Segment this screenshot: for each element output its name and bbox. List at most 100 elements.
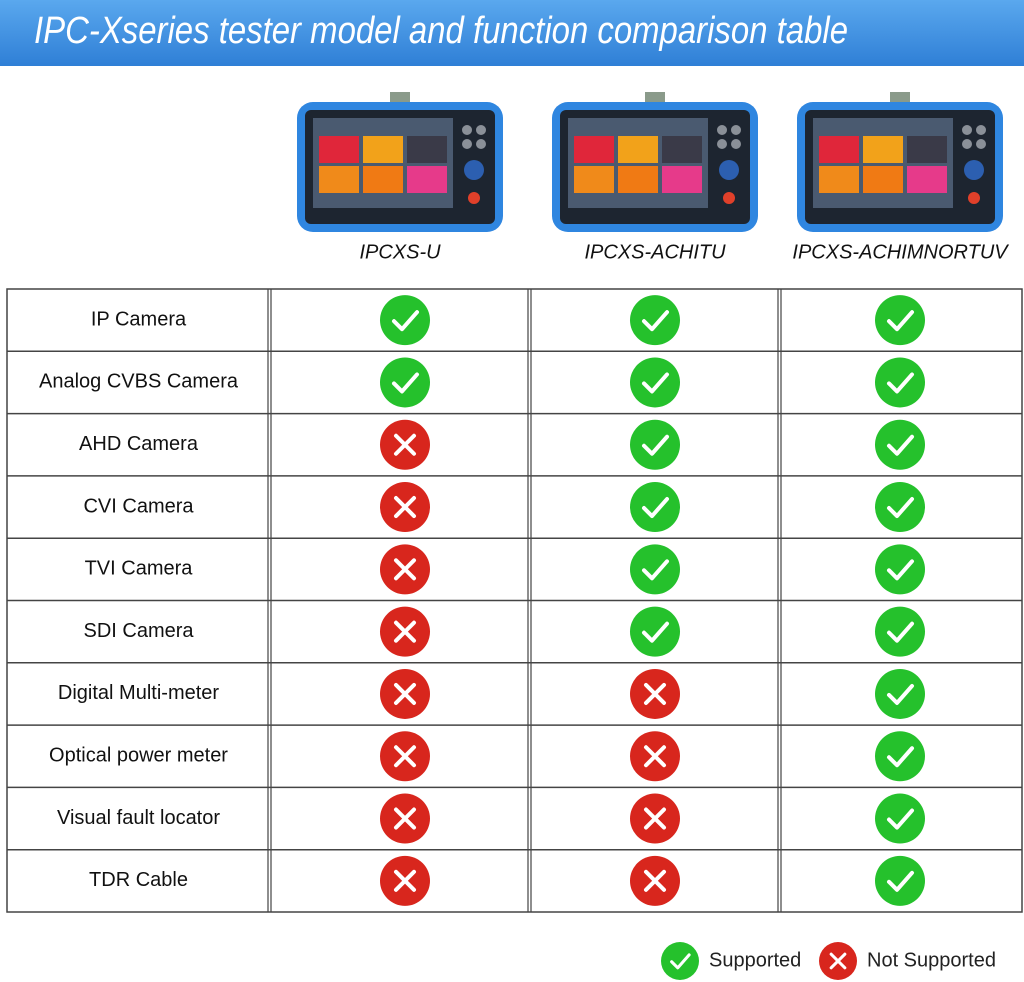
feature-name: Digital Multi-meter: [58, 682, 219, 704]
cross-stroke: [829, 952, 847, 970]
power: [723, 192, 735, 204]
check-stroke: [642, 497, 669, 519]
check-icon: [630, 357, 680, 408]
cross-icon: [380, 482, 430, 533]
icon-circle: [630, 544, 680, 595]
check-stroke: [392, 372, 419, 394]
check-stroke: [887, 372, 914, 394]
cross-icon: [819, 942, 857, 980]
model-name: IPCXS-ACHIMNORTUV: [792, 241, 1009, 263]
icon-circle: [875, 855, 925, 906]
key: [462, 125, 472, 135]
check-icon: [875, 544, 925, 595]
device-image: [297, 92, 503, 232]
legend-supported: Supported: [709, 949, 801, 971]
check-icon: [630, 544, 680, 595]
key: [717, 139, 727, 149]
check-icon: [630, 482, 680, 533]
power: [468, 192, 480, 204]
title: IPC-Xseries tester model and function co…: [34, 10, 848, 52]
check-icon: [380, 357, 430, 408]
check-icon: [661, 942, 699, 980]
cross-icon: [630, 731, 680, 782]
app-tile: [407, 166, 447, 193]
check-icon: [875, 855, 925, 906]
check-icon: [875, 793, 925, 844]
app-tile: [863, 136, 903, 163]
cross-stroke: [394, 745, 416, 768]
check-stroke: [887, 870, 914, 892]
app-tile: [819, 136, 859, 163]
app-tile: [363, 136, 403, 163]
check-stroke: [642, 621, 669, 643]
cross-icon: [630, 793, 680, 844]
cross-icon: [380, 731, 430, 782]
app-tile: [574, 136, 614, 163]
feature-name: Visual fault locator: [57, 807, 220, 829]
check-stroke: [887, 683, 914, 705]
key: [462, 139, 472, 149]
cross-icon: [380, 419, 430, 470]
legend: Supported Not Supported: [661, 942, 996, 980]
legend-not-supported: Not Supported: [867, 949, 996, 971]
check-icon: [380, 295, 430, 346]
cross-stroke: [394, 869, 416, 892]
check-icon: [630, 419, 680, 470]
header-bar: [0, 0, 1024, 66]
key: [962, 139, 972, 149]
check-stroke: [392, 310, 419, 332]
icon-circle: [875, 482, 925, 533]
key: [476, 139, 486, 149]
connector: [645, 92, 665, 102]
cross-icon: [380, 793, 430, 844]
check-stroke: [887, 497, 914, 519]
model-name: IPCXS-ACHITU: [584, 241, 726, 263]
device-image: [797, 92, 1003, 232]
app-tile: [363, 166, 403, 193]
check-stroke: [887, 808, 914, 830]
check-stroke: [887, 559, 914, 581]
cross-stroke: [394, 558, 416, 581]
check-icon: [875, 482, 925, 533]
check-icon: [630, 295, 680, 346]
app-tile: [863, 166, 903, 193]
dpad: [719, 160, 739, 180]
app-tile: [407, 136, 447, 163]
icon-circle: [875, 731, 925, 782]
icon-circle: [630, 419, 680, 470]
icon-circle: [875, 357, 925, 408]
cross-stroke: [644, 745, 666, 768]
icon-circle: [875, 295, 925, 346]
app-tile: [574, 166, 614, 193]
cross-stroke: [394, 433, 416, 456]
dpad: [464, 160, 484, 180]
app-tile: [319, 136, 359, 163]
feature-name: IP Camera: [91, 308, 187, 330]
cross-stroke: [394, 682, 416, 705]
app-tile: [662, 166, 702, 193]
check-icon: [875, 419, 925, 470]
cross-icon: [380, 668, 430, 719]
check-stroke: [642, 310, 669, 332]
icon-circle: [630, 357, 680, 408]
feature-name: Optical power meter: [49, 745, 228, 767]
icon-circle: [630, 482, 680, 533]
model-name: IPCXS-U: [359, 241, 441, 263]
icon-circle: [875, 419, 925, 470]
dpad: [964, 160, 984, 180]
check-stroke: [887, 310, 914, 332]
key: [731, 139, 741, 149]
check-icon: [875, 668, 925, 719]
check-stroke: [887, 621, 914, 643]
icon-circle: [661, 942, 699, 980]
key: [976, 139, 986, 149]
cross-icon: [380, 544, 430, 595]
cross-stroke: [394, 807, 416, 830]
cross-icon: [630, 668, 680, 719]
devices: IPCXS-U IPCXS-ACHITU IPCXS-ACHIMNORTUV: [297, 92, 1009, 263]
cross-stroke: [644, 682, 666, 705]
app-tile: [907, 136, 947, 163]
check-icon: [875, 295, 925, 346]
key: [476, 125, 486, 135]
